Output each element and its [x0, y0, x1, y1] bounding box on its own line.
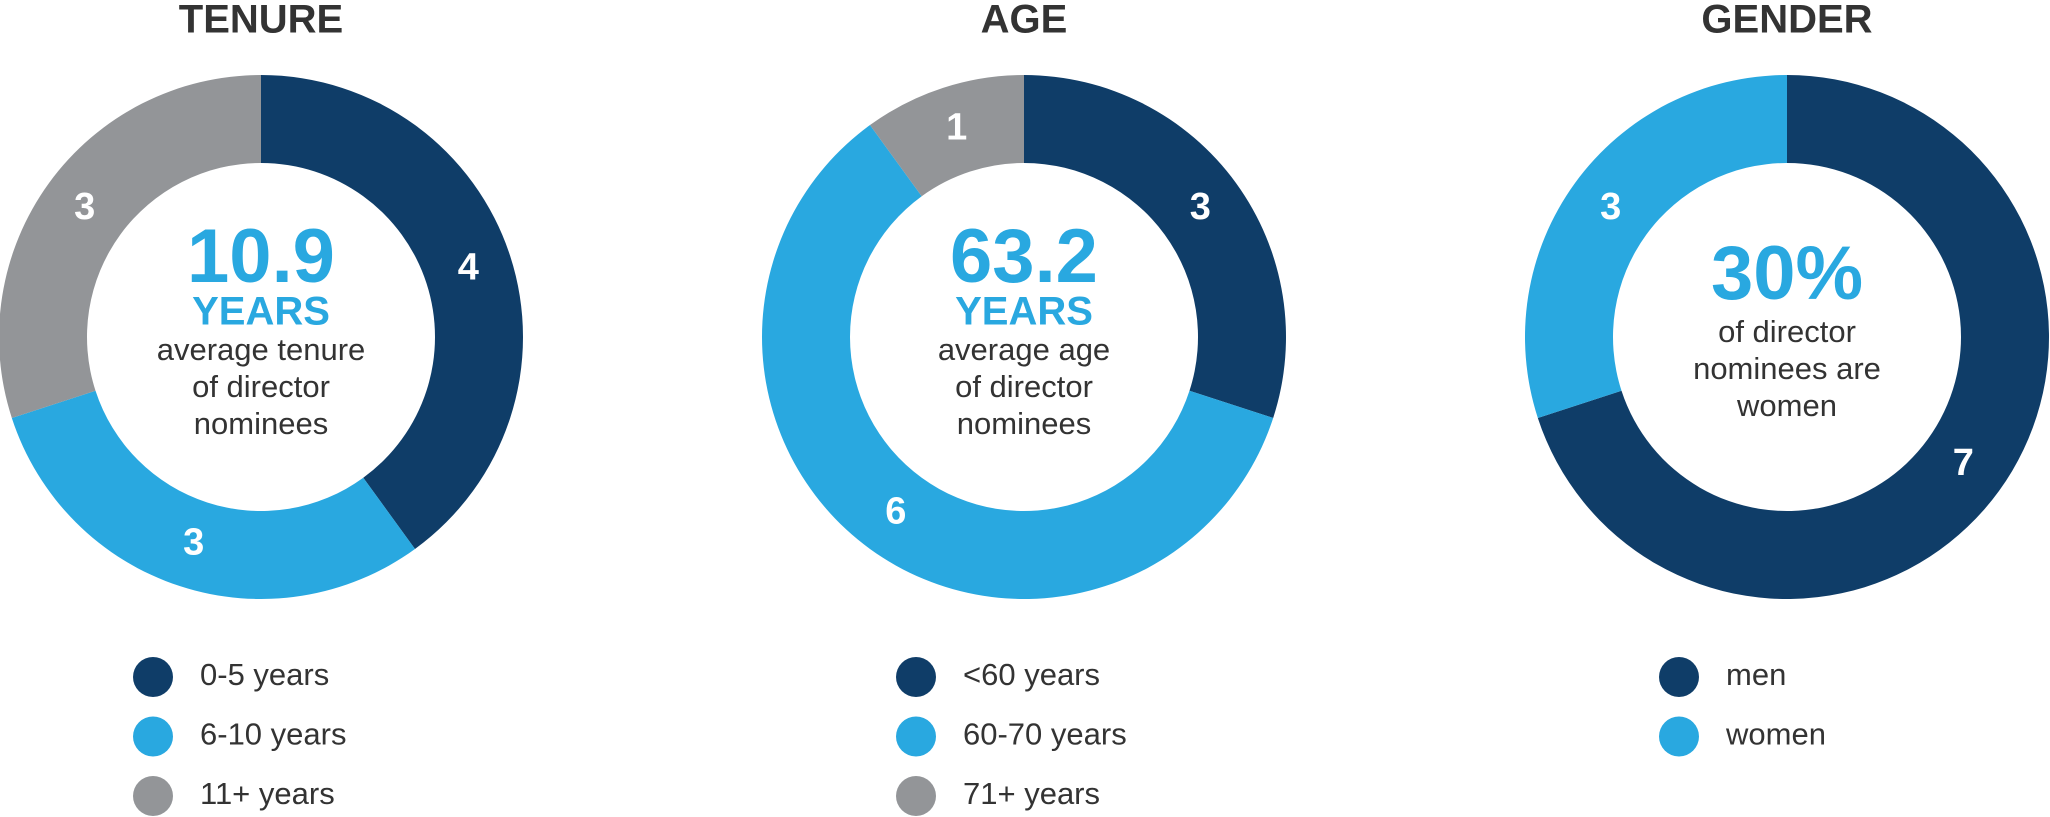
legend-swatch	[133, 776, 173, 816]
center-unit: YEARS	[955, 290, 1093, 334]
data-label: 6	[885, 490, 906, 532]
chart-title: GENDER	[1701, 0, 1872, 42]
legend-label: women	[1725, 717, 1826, 752]
donut-slice	[870, 75, 1024, 197]
center-unit: YEARS	[192, 290, 330, 334]
chart-title: TENURE	[179, 0, 343, 42]
chart-title: AGE	[981, 0, 1068, 42]
center-text: of director	[955, 369, 1093, 404]
legend-label: 6-10 years	[200, 717, 346, 752]
center-text: nominees	[957, 406, 1091, 441]
donut-slice	[1537, 75, 2050, 599]
donut-slice	[761, 125, 1274, 600]
data-label: 3	[1190, 186, 1211, 228]
legend-swatch	[896, 776, 936, 816]
donut-slice	[1024, 75, 1286, 418]
data-label: 4	[458, 247, 479, 289]
center-text: women	[1736, 388, 1837, 423]
legend-swatch	[896, 716, 936, 757]
center-text: of director	[1718, 314, 1856, 349]
donut-slice	[0, 75, 261, 418]
legend-swatch	[1659, 716, 1699, 757]
center-value: 30%	[1711, 231, 1863, 316]
legend-label: 0-5 years	[200, 657, 329, 692]
center-value: 63.2	[950, 214, 1098, 299]
data-label: 3	[74, 186, 95, 228]
center-text: nominees are	[1693, 351, 1881, 386]
donut-slice	[1525, 75, 1787, 418]
legend-swatch	[896, 657, 936, 697]
legend-swatch	[133, 716, 173, 757]
legend-label: 71+ years	[963, 776, 1100, 811]
data-label: 1	[946, 107, 967, 149]
data-label: 7	[1953, 442, 1974, 484]
center-text: average tenure	[157, 332, 366, 367]
legend-label: 60-70 years	[963, 717, 1127, 752]
center-value: 10.9	[187, 214, 335, 299]
legend-swatch	[133, 657, 173, 697]
center-text: nominees	[194, 406, 328, 441]
legend-label: <60 years	[963, 657, 1100, 692]
legend-label: men	[1726, 657, 1786, 692]
legend-swatch	[1659, 657, 1699, 697]
center-text: average age	[938, 332, 1110, 367]
data-label: 3	[1600, 186, 1621, 228]
donut-slice	[11, 390, 415, 599]
legend-label: 11+ years	[200, 776, 335, 811]
data-label: 3	[183, 521, 204, 563]
center-text: of director	[192, 369, 330, 404]
donut-slice	[261, 75, 523, 549]
